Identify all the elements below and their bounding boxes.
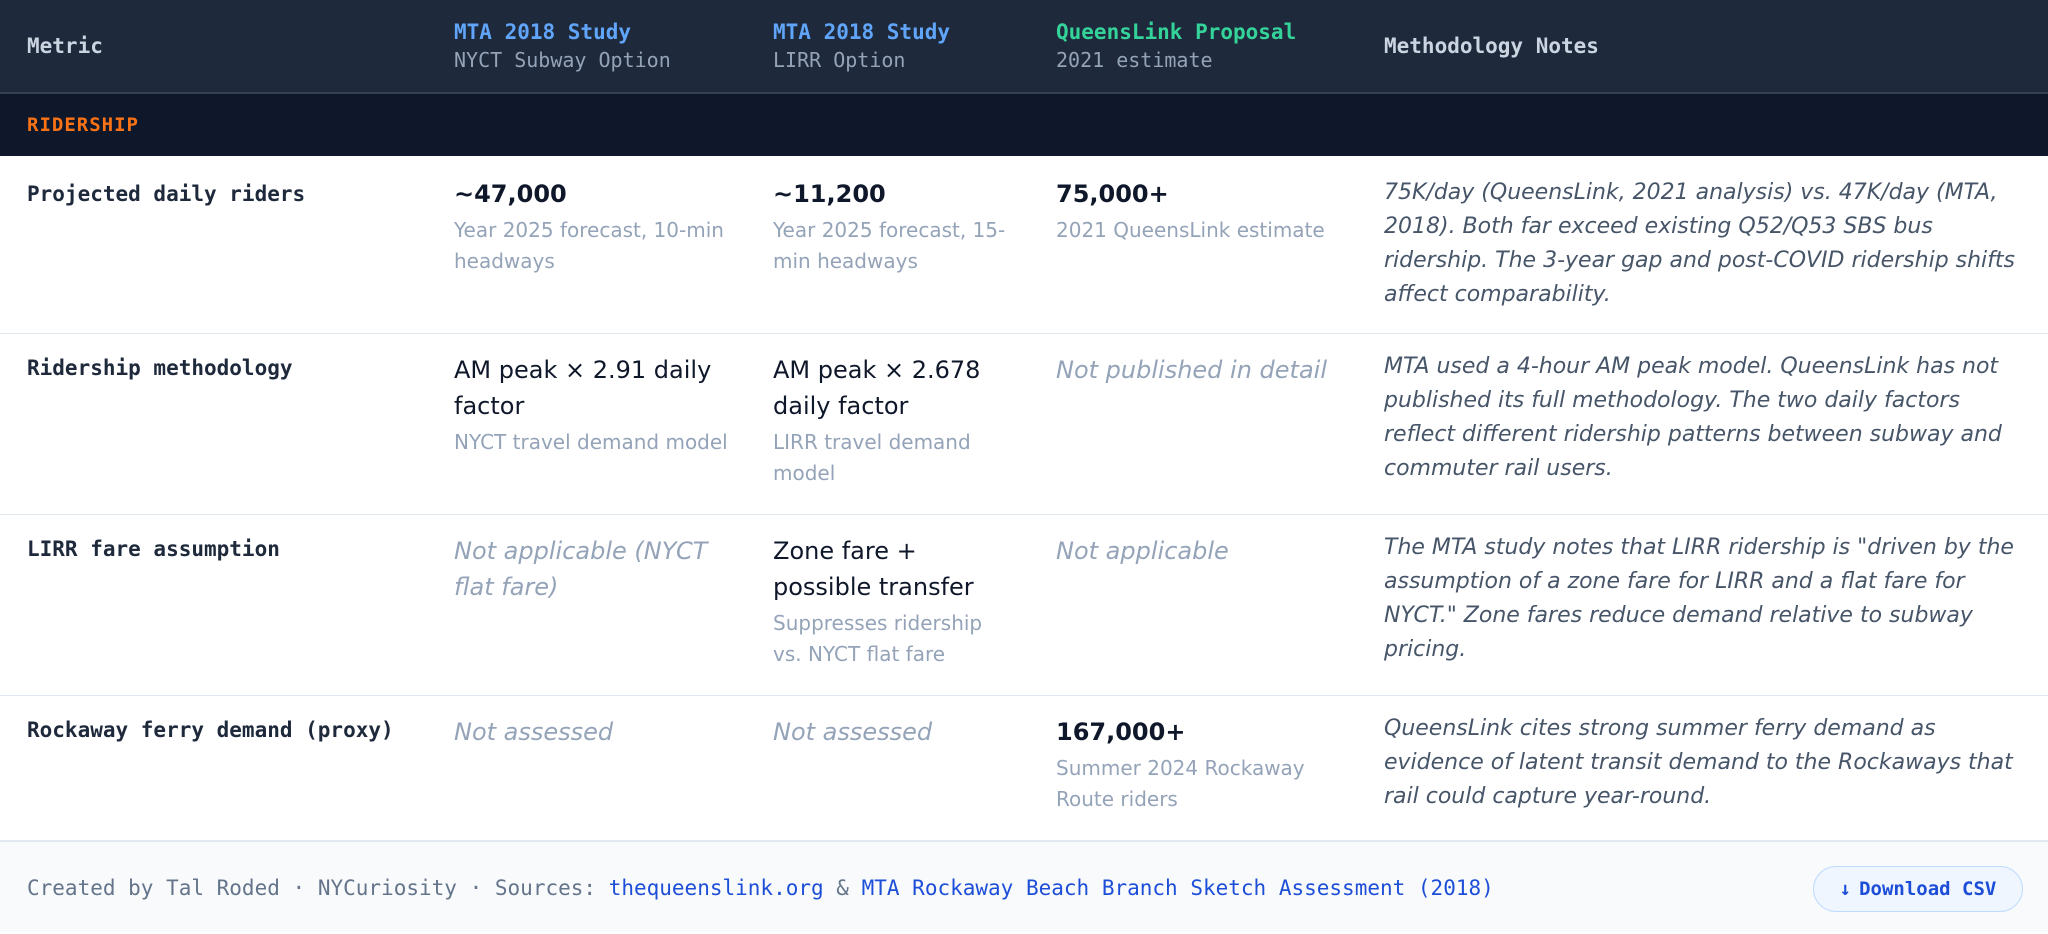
table-header: Metric MTA 2018 Study NYCT Subway Option… xyxy=(0,0,2048,94)
download-label: Download CSV xyxy=(1859,878,1997,900)
separator: · xyxy=(292,876,306,900)
table-row: Ridership methodology AM peak × 2.91 dai… xyxy=(0,334,2048,515)
table-row: Rockaway ferry demand (proxy) Not assess… xyxy=(0,696,2048,840)
cell-value: Not assessed xyxy=(773,718,933,746)
cell-value: AM peak × 2.91 daily factor xyxy=(454,356,712,420)
header-col-nyct: MTA 2018 Study NYCT Subway Option xyxy=(454,0,671,92)
header-col-queenslink: QueensLink Proposal 2021 estimate xyxy=(1056,0,1296,92)
sources-label: Sources: xyxy=(494,876,597,900)
cell-value: 167,000+ xyxy=(1056,718,1186,746)
credit-org: NYCuriosity xyxy=(317,876,457,900)
cell-lirr: AM peak × 2.678 daily factor LIRR travel… xyxy=(773,352,1013,489)
header-notes-label: Methodology Notes xyxy=(1384,34,1599,58)
cell-lirr: Not assessed xyxy=(773,714,1013,750)
cell-value: Not applicable xyxy=(1056,537,1229,565)
header-col-lirr: MTA 2018 Study LIRR Option xyxy=(773,0,950,92)
header-notes: Methodology Notes xyxy=(1384,0,1599,92)
download-icon: ↓ xyxy=(1839,878,1852,900)
header-col-subtitle: NYCT Subway Option xyxy=(454,48,671,72)
cell-queenslink: Not applicable xyxy=(1056,533,1356,569)
footer: Created by Tal Roded · NYCuriosity · Sou… xyxy=(0,840,2048,932)
cell-nyct: Not assessed xyxy=(454,714,734,750)
cell-sub: LIRR travel demand model xyxy=(773,430,971,485)
row-metric: LIRR fare assumption xyxy=(27,537,280,561)
cell-sub: 2021 QueensLink estimate xyxy=(1056,218,1325,242)
cell-value: ~47,000 xyxy=(454,180,567,208)
cell-sub: NYCT travel demand model xyxy=(454,430,728,454)
cell-queenslink: Not published in detail xyxy=(1056,352,1356,388)
cell-value: 75,000+ xyxy=(1056,180,1169,208)
row-notes: The MTA study notes that LIRR ridership … xyxy=(1384,535,2014,662)
cell-nyct: AM peak × 2.91 daily factor NYCT travel … xyxy=(454,352,734,458)
credit-author: Created by Tal Roded xyxy=(27,876,280,900)
cell-sub: Year 2025 forecast, 10-min headways xyxy=(454,218,724,273)
cell-value: AM peak × 2.678 daily factor xyxy=(773,356,981,420)
cell-value: Not assessed xyxy=(454,718,614,746)
section-header-ridership: RIDERSHIP xyxy=(0,94,2048,156)
cell-lirr: Zone fare + possible transfer Suppresses… xyxy=(773,533,1013,670)
row-metric: Projected daily riders xyxy=(27,182,306,206)
cell-queenslink: 75,000+ 2021 QueensLink estimate xyxy=(1056,176,1356,246)
source-link-queenslink[interactable]: thequeenslink.org xyxy=(608,876,824,900)
row-metric: Ridership methodology xyxy=(27,356,293,380)
table-row: LIRR fare assumption Not applicable (NYC… xyxy=(0,515,2048,696)
separator: · xyxy=(469,876,483,900)
cell-nyct: Not applicable (NYCT flat fare) xyxy=(454,533,734,605)
download-csv-button[interactable]: ↓ Download CSV xyxy=(1813,866,2023,912)
header-col-title: MTA 2018 Study xyxy=(773,20,951,44)
header-col-subtitle: 2021 estimate xyxy=(1056,48,1213,72)
cell-value: ~11,200 xyxy=(773,180,886,208)
table-row: Projected daily riders ~47,000 Year 2025… xyxy=(0,156,2048,334)
ampersand: & xyxy=(836,876,849,900)
row-metric: Rockaway ferry demand (proxy) xyxy=(27,718,394,742)
header-col-subtitle: LIRR Option xyxy=(773,48,906,72)
cell-value: Not applicable (NYCT flat fare) xyxy=(454,537,708,601)
cell-sub: Summer 2024 Rockaway Route riders xyxy=(1056,756,1305,811)
cell-value: Not published in detail xyxy=(1056,356,1327,384)
cell-queenslink: 167,000+ Summer 2024 Rockaway Route ride… xyxy=(1056,714,1356,815)
header-col-title: MTA 2018 Study xyxy=(454,20,632,44)
header-col-title: QueensLink Proposal xyxy=(1056,20,1297,44)
cell-sub: Suppresses ridership vs. NYCT flat fare xyxy=(773,611,983,666)
source-link-mta-study[interactable]: MTA Rockaway Beach Branch Sketch Assessm… xyxy=(861,876,1494,900)
row-notes: QueensLink cites strong summer ferry dem… xyxy=(1384,716,2013,809)
row-notes: MTA used a 4-hour AM peak model. QueensL… xyxy=(1384,354,2002,481)
cell-sub: Year 2025 forecast, 15-min headways xyxy=(773,218,1006,273)
header-metric: Metric xyxy=(27,0,103,92)
footer-credits: Created by Tal Roded · NYCuriosity · Sou… xyxy=(27,842,1494,934)
cell-nyct: ~47,000 Year 2025 forecast, 10-min headw… xyxy=(454,176,734,277)
section-label: RIDERSHIP xyxy=(27,114,139,136)
cell-value: Zone fare + possible transfer xyxy=(773,537,974,601)
row-notes: 75K/day (QueensLink, 2021 analysis) vs. … xyxy=(1384,180,2016,307)
cell-lirr: ~11,200 Year 2025 forecast, 15-min headw… xyxy=(773,176,1013,277)
header-metric-label: Metric xyxy=(27,34,103,58)
